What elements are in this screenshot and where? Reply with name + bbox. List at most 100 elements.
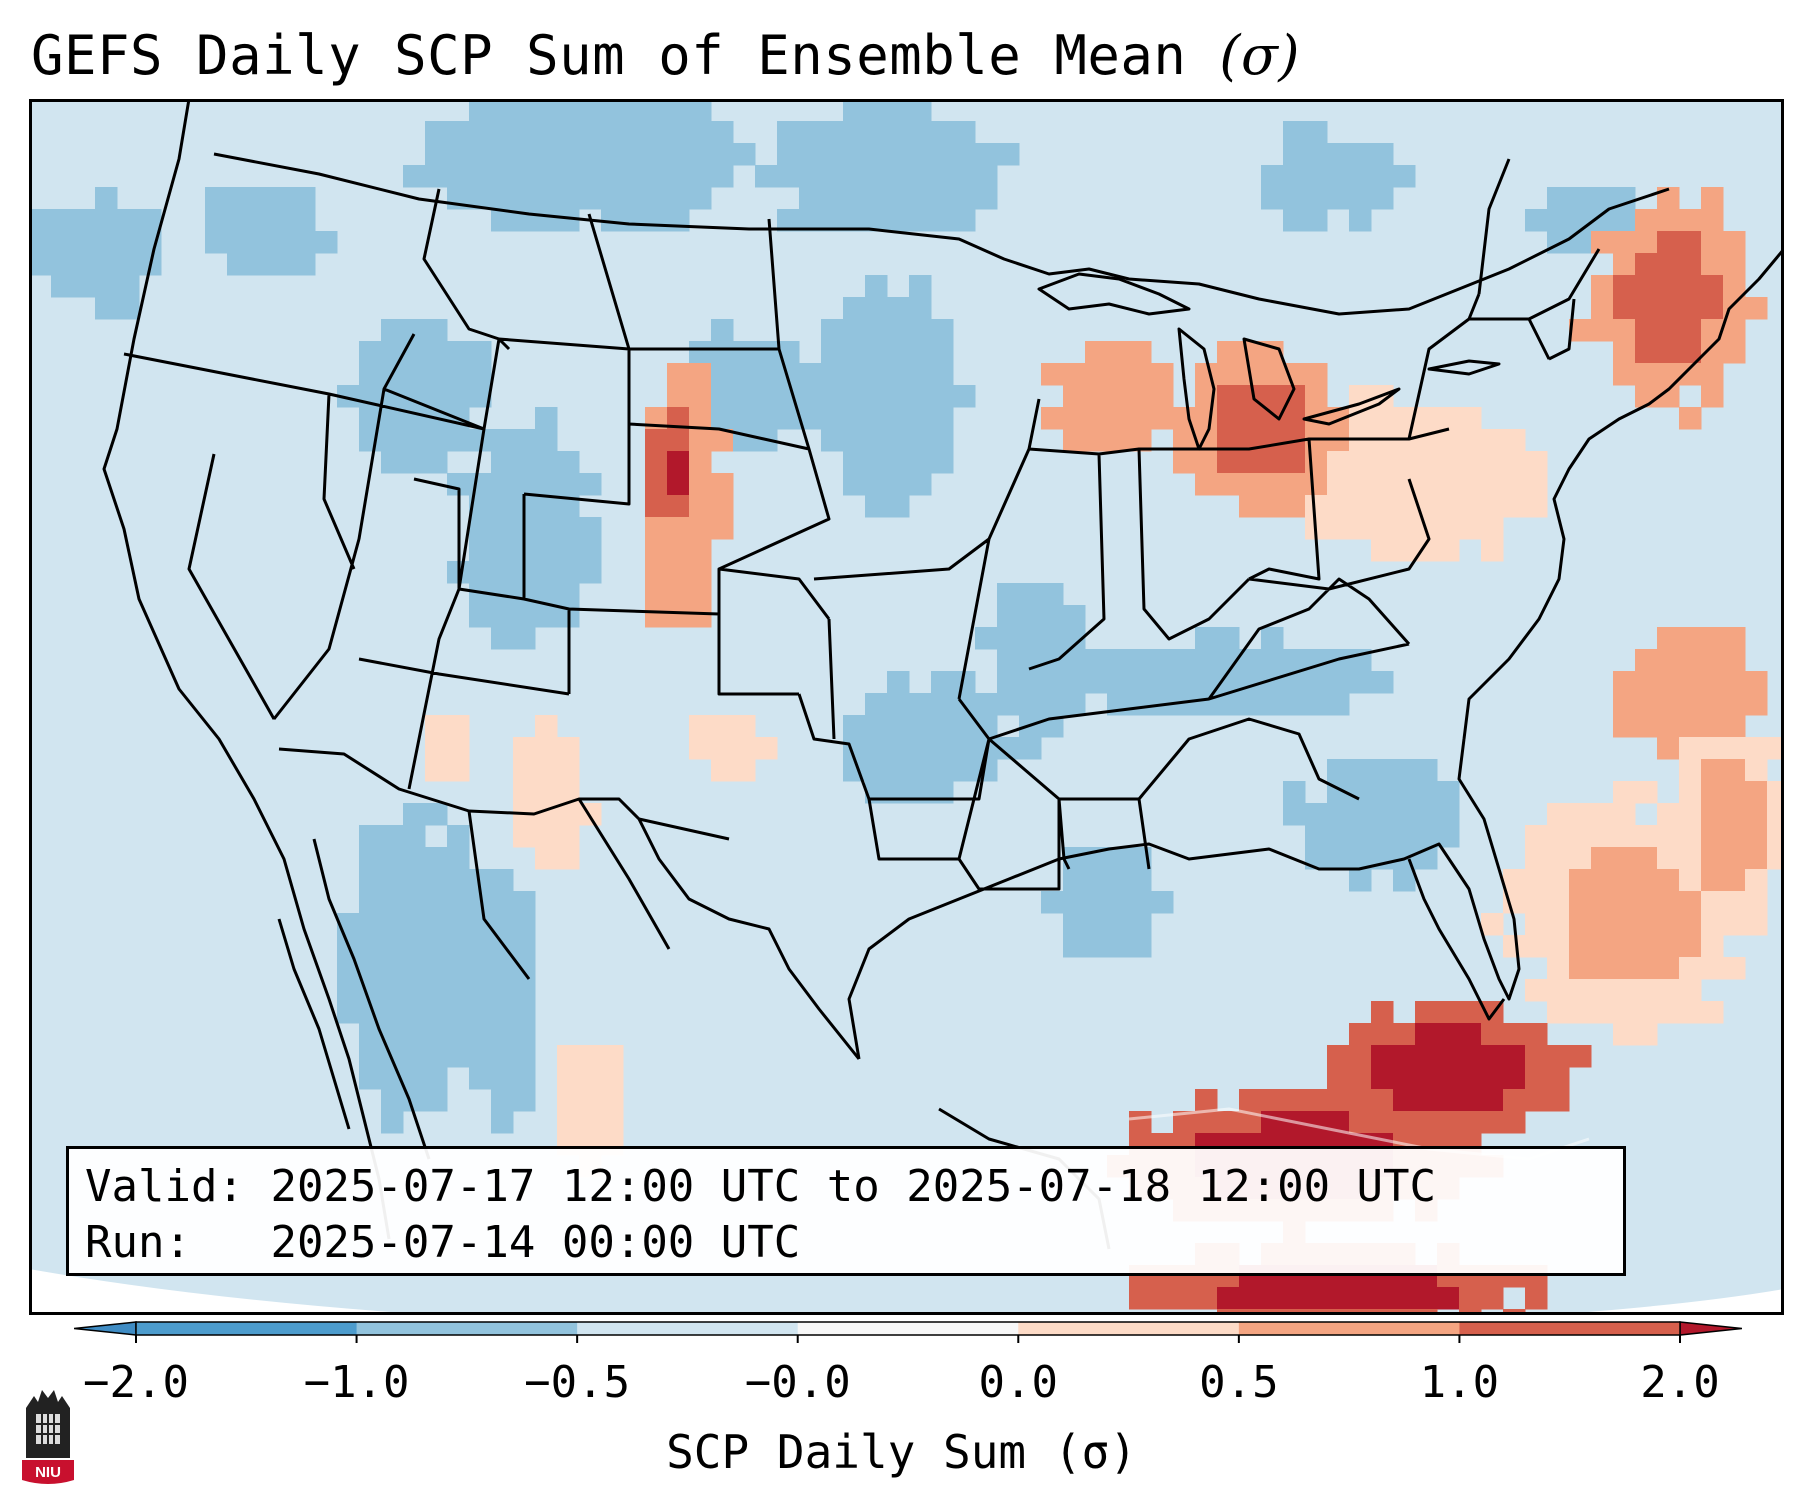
field-cell <box>1217 671 1240 694</box>
field-cell <box>425 1045 448 1068</box>
field-cell <box>601 1111 624 1134</box>
field-cell <box>381 451 404 474</box>
field-cell <box>711 165 734 188</box>
field-cell <box>1635 275 1658 298</box>
field-cell <box>1217 363 1240 386</box>
field-cell <box>491 187 514 210</box>
field-cell <box>1481 517 1504 540</box>
field-cell <box>667 209 690 232</box>
field-cell <box>1349 1045 1372 1068</box>
field-cell <box>1635 649 1658 672</box>
field-cell <box>711 143 734 166</box>
field-cell <box>1239 1111 1262 1134</box>
field-cell <box>1063 671 1086 694</box>
field-cell <box>711 715 734 738</box>
field-cell <box>1393 869 1416 892</box>
field-cell <box>1723 781 1746 804</box>
field-cell <box>1217 627 1240 650</box>
field-cell <box>1635 253 1658 276</box>
field-cell <box>1437 407 1460 430</box>
field-cell <box>1657 319 1680 342</box>
field-cell <box>1679 1001 1702 1024</box>
field-cell <box>1437 429 1460 452</box>
field-cell <box>1327 451 1350 474</box>
field-cell <box>513 627 536 650</box>
field-cell <box>1041 891 1064 914</box>
field-cell <box>931 363 954 386</box>
field-cell <box>821 341 844 364</box>
field-cell <box>1437 825 1460 848</box>
field-cell <box>425 429 448 452</box>
field-cell <box>1591 209 1614 232</box>
valid-run-infobox: Valid: 2025-07-17 12:00 UTC to 2025-07-1… <box>66 1146 1626 1276</box>
field-cell <box>1503 1111 1526 1134</box>
field-cell <box>1745 297 1768 320</box>
field-cell <box>381 913 404 936</box>
field-cell <box>1437 1023 1460 1046</box>
field-cell <box>711 121 734 144</box>
field-cell <box>1393 1023 1416 1046</box>
field-cell <box>425 869 448 892</box>
field-cell <box>843 407 866 430</box>
field-cell <box>1723 913 1746 936</box>
field-cell <box>403 451 426 474</box>
field-cell <box>1107 847 1130 870</box>
field-cell <box>359 869 382 892</box>
field-cell <box>1085 891 1108 914</box>
field-cell <box>535 121 558 144</box>
field-cell <box>1701 363 1724 386</box>
field-cell <box>1459 495 1482 518</box>
field-cell <box>1283 671 1306 694</box>
field-cell <box>1195 671 1218 694</box>
field-cell <box>1723 847 1746 870</box>
field-cell <box>469 561 492 584</box>
field-cell <box>1261 473 1284 496</box>
field-cell <box>1437 781 1460 804</box>
state-lines <box>123 158 1601 891</box>
field-cell <box>1635 231 1658 254</box>
field-cell <box>1129 385 1152 408</box>
field-cell <box>1349 759 1372 782</box>
field-cell <box>1327 473 1350 496</box>
field-cell <box>513 605 536 628</box>
field-cell <box>117 275 140 298</box>
field-cell <box>931 671 954 694</box>
field-cell <box>535 407 558 430</box>
field-cell <box>1217 429 1240 452</box>
field-cell <box>491 121 514 144</box>
field-cell <box>689 583 712 606</box>
field-cell <box>1481 1023 1504 1046</box>
field-cell <box>1569 1045 1592 1068</box>
field-cell <box>689 473 712 496</box>
field-cell <box>865 341 888 364</box>
field-cell <box>1525 473 1548 496</box>
field-cell <box>535 781 558 804</box>
field-cell <box>1349 473 1372 496</box>
field-cell <box>865 319 888 342</box>
field-cell <box>1173 1111 1196 1134</box>
field-cell <box>1063 935 1086 958</box>
field-cell <box>1195 363 1218 386</box>
field-cell <box>1349 781 1372 804</box>
field-cell <box>931 759 954 782</box>
field-cell <box>1129 1111 1152 1134</box>
field-cell <box>1525 979 1548 1002</box>
field-cell <box>887 297 910 320</box>
field-cell <box>667 539 690 562</box>
field-cell <box>645 473 668 496</box>
field-cell <box>887 429 910 452</box>
field-cell <box>645 99 668 122</box>
field-cell <box>887 363 910 386</box>
field-cell <box>1723 671 1746 694</box>
field-cell <box>1063 385 1086 408</box>
field-cell <box>51 231 74 254</box>
field-cell <box>1679 781 1702 804</box>
field-cell <box>1327 165 1350 188</box>
field-cell <box>623 209 646 232</box>
field-cell <box>1723 759 1746 782</box>
field-cell <box>403 1023 426 1046</box>
field-cell <box>909 363 932 386</box>
field-cell <box>1261 407 1284 430</box>
field-cell <box>1349 495 1372 518</box>
field-cell <box>403 1045 426 1068</box>
